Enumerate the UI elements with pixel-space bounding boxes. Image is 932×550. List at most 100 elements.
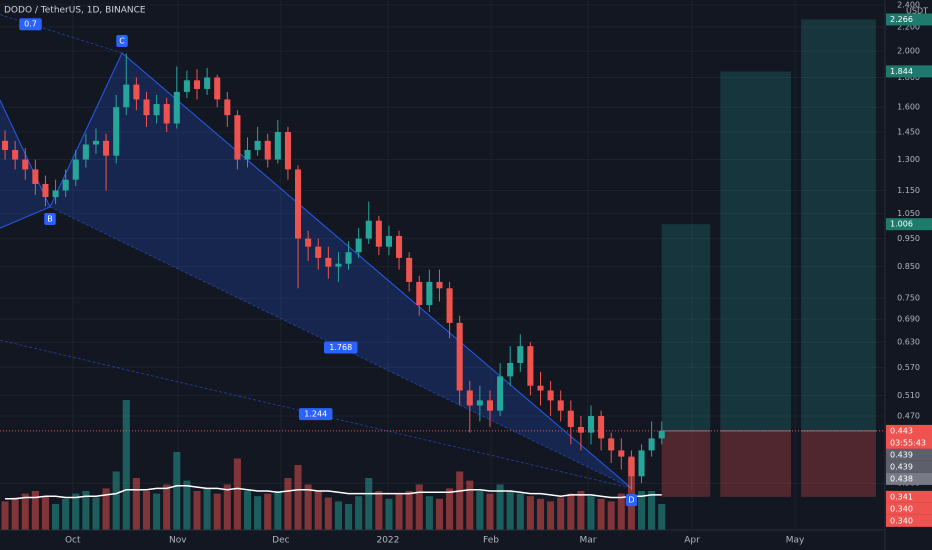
price-badge-label: 0.439 [890, 450, 913, 459]
x-tick-label: Oct [65, 536, 81, 546]
volume-bar [203, 488, 211, 530]
candle-body [355, 238, 362, 253]
y-tick-label: 1.600 [897, 103, 920, 112]
pattern-label: D [628, 496, 634, 505]
candle-body [507, 362, 514, 377]
y-tick-label: 0.950 [897, 234, 920, 243]
volume-bar [516, 493, 524, 530]
volume-bar [587, 496, 595, 530]
volume-bar [456, 471, 464, 530]
pattern-line [0, 339, 632, 489]
candle-body [284, 132, 291, 170]
x-tick-label: May [786, 536, 805, 546]
candle-body [608, 438, 615, 451]
candle-body [618, 450, 625, 457]
candle-body [264, 140, 271, 160]
volume-bar [153, 493, 161, 530]
volume-bar [334, 501, 342, 530]
position-stop-zone [801, 430, 876, 497]
candle-body [305, 238, 312, 247]
candle-body [557, 400, 564, 411]
candle-body [385, 235, 392, 247]
price-badge-label: 1.844 [890, 67, 913, 76]
x-tick-label: Mar [579, 536, 596, 546]
volume-bar [486, 493, 494, 530]
volume-bar [648, 491, 656, 530]
price-badge-label: 2.266 [890, 15, 913, 24]
volume-bar [365, 478, 373, 530]
volume-bar [193, 491, 201, 530]
pattern-label: B [47, 214, 53, 223]
pattern-label: 0.7 [24, 20, 37, 29]
candle-body [537, 385, 544, 391]
price-badge [886, 502, 932, 515]
pattern-fill [50, 52, 632, 489]
pattern-label-bg [19, 18, 42, 31]
candle-body [598, 415, 605, 439]
candle-body [375, 220, 382, 247]
candle-body [103, 140, 110, 156]
price-badge-label: 0.340 [890, 504, 913, 513]
candle-body [527, 346, 534, 386]
volume-bar [597, 498, 605, 530]
candle-body [325, 257, 332, 267]
position-target-zone [801, 19, 876, 431]
candle-body [72, 159, 79, 180]
y-tick-label: 1.150 [897, 186, 920, 195]
volume-bar [213, 493, 221, 530]
unit-label: USDT [906, 7, 928, 16]
volume-bar [506, 491, 514, 530]
volume-bar [31, 491, 39, 530]
position-stop-zone [661, 430, 711, 497]
price-badge [886, 460, 932, 473]
candle-body [396, 235, 403, 258]
volume-bar [375, 491, 383, 530]
volume-bar [577, 491, 585, 530]
candle-body [335, 263, 342, 267]
plot-area: 0.7 1.768 1.244 B C D [0, 14, 885, 530]
y-tick-label: 0.630 [897, 338, 920, 347]
y-tick-label: 1.050 [897, 209, 920, 218]
candle-body [547, 390, 554, 401]
candle-body [254, 140, 261, 151]
pattern-label-bg [298, 408, 333, 421]
candle-body [486, 400, 494, 411]
volume-bar [183, 480, 191, 530]
candle-body [153, 104, 160, 116]
volume-bar [41, 496, 49, 530]
candle-body [577, 426, 584, 433]
volume-bar [122, 400, 130, 530]
volume-bar [547, 501, 555, 530]
price-badge [886, 448, 932, 461]
y-tick-label: 0.750 [897, 294, 920, 303]
candle-body [416, 281, 423, 306]
volume-bar [314, 491, 322, 530]
volume-bar [233, 458, 241, 530]
candle-body [2, 140, 9, 151]
volume-bar [173, 452, 181, 530]
candle-body [42, 183, 49, 198]
volume-bar [223, 484, 231, 530]
candle-body [365, 220, 372, 239]
candle-body [567, 410, 574, 427]
price-badge [886, 514, 932, 527]
candle-body [82, 144, 89, 160]
candle-body [52, 190, 59, 198]
pattern-label: C [119, 36, 125, 45]
volume-bar [345, 504, 353, 530]
volume-ma-line [5, 485, 662, 500]
grid [0, 0, 885, 530]
candle-body [446, 288, 453, 323]
volume-bar [1, 501, 9, 530]
candle-body [497, 376, 504, 411]
candle-body [587, 415, 595, 433]
volume-bar [112, 471, 120, 530]
candle-body [345, 252, 352, 264]
volume-bar [72, 493, 80, 530]
volume-bar [102, 488, 110, 530]
volume-bar [385, 498, 393, 530]
volume-bar [658, 504, 666, 530]
y-tick-label: 0.510 [897, 391, 920, 400]
